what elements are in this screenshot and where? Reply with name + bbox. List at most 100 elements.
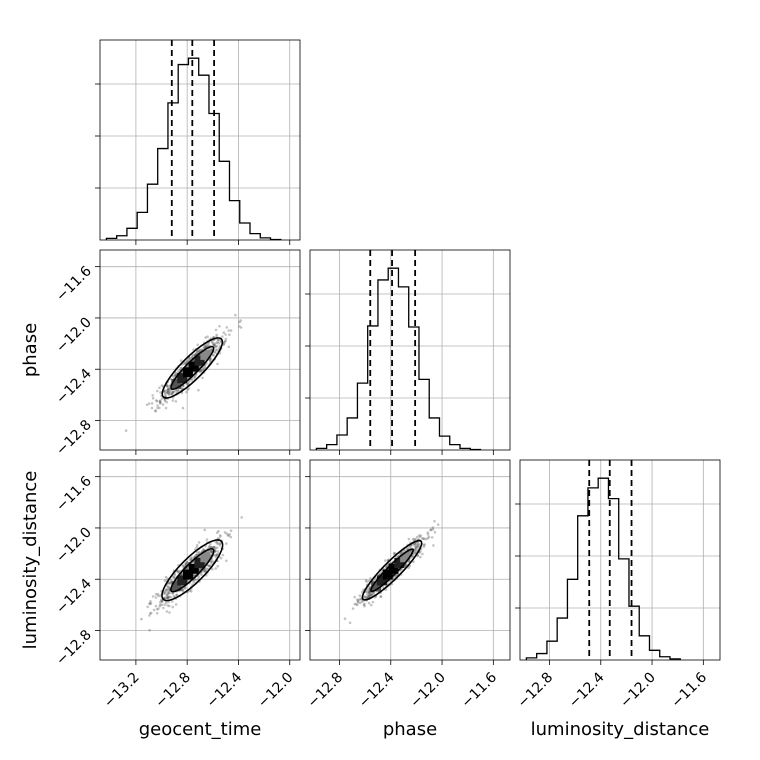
sample-point <box>356 603 359 607</box>
sample-point <box>210 551 213 554</box>
pair-panel-geocent_time-phase <box>99 249 301 451</box>
axes-frame <box>309 249 511 451</box>
sample-point <box>215 341 219 345</box>
sample-point <box>369 593 372 596</box>
sample-point <box>239 326 243 329</box>
contour-inner <box>170 548 215 593</box>
sample-point <box>414 548 418 551</box>
sample-point <box>215 554 218 557</box>
sample-point <box>354 603 358 606</box>
sample-point <box>209 542 212 546</box>
density-cell <box>200 349 211 360</box>
density-cell <box>194 558 205 569</box>
sample-point <box>413 552 417 555</box>
sample-point <box>212 545 215 549</box>
sample-point <box>166 389 170 392</box>
sample-point <box>204 568 207 571</box>
sample-point <box>187 382 190 385</box>
sample-point <box>163 589 167 593</box>
sample-point <box>212 343 216 347</box>
sample-point <box>201 376 204 380</box>
sample-point <box>228 333 231 337</box>
sample-point <box>154 409 157 412</box>
sample-point <box>145 403 149 407</box>
sample-point <box>172 594 176 598</box>
sample-point <box>423 537 426 541</box>
sample-point <box>182 362 186 366</box>
sample-point <box>165 584 169 588</box>
sample-point <box>158 400 162 403</box>
sample-point <box>216 362 219 366</box>
sample-point <box>215 553 218 557</box>
sample-point <box>370 593 374 597</box>
sample-point <box>218 543 222 547</box>
sample-point <box>154 409 157 413</box>
sample-point <box>167 390 171 394</box>
sample-point <box>204 344 207 348</box>
sample-point <box>225 542 228 545</box>
sample-point <box>149 600 152 603</box>
density-cell <box>376 575 387 586</box>
sample-point <box>214 567 218 570</box>
sample-point <box>368 595 371 598</box>
sample-point <box>198 370 201 374</box>
sample-point <box>367 594 371 597</box>
sample-point <box>227 345 231 349</box>
sample-point <box>407 537 411 541</box>
sample-point <box>211 341 214 344</box>
sample-point <box>213 342 217 346</box>
sample-point <box>372 592 376 596</box>
density-cell <box>388 563 399 574</box>
sample-point <box>210 348 213 352</box>
sample-point <box>212 343 215 347</box>
contour-outer <box>361 539 423 601</box>
sample-point <box>422 537 425 540</box>
sample-point <box>165 391 169 395</box>
sample-point <box>218 534 222 537</box>
sample-point <box>208 564 212 567</box>
sample-point <box>158 386 161 390</box>
sample-point <box>190 355 194 359</box>
contour-outer <box>161 337 224 399</box>
sample-point <box>164 591 167 595</box>
sample-point <box>227 329 230 332</box>
sample-point <box>384 588 388 592</box>
sample-point <box>362 595 366 599</box>
sample-point <box>158 603 162 606</box>
sample-point <box>430 536 434 539</box>
x-axis-label: luminosity_distance <box>531 719 710 740</box>
density-squares <box>171 552 211 592</box>
sample-point <box>182 564 185 567</box>
sample-point <box>171 399 175 402</box>
sample-point <box>365 595 368 599</box>
sample-point <box>417 544 420 547</box>
sample-point <box>415 544 419 547</box>
density-cell <box>171 378 182 389</box>
sample-point <box>167 586 171 589</box>
sample-point <box>194 578 198 582</box>
sample-point <box>365 593 369 596</box>
sample-point <box>363 602 366 606</box>
sample-point <box>168 604 171 608</box>
sample-point <box>363 604 366 608</box>
sample-point <box>156 389 159 393</box>
sample-point <box>217 341 221 345</box>
sample-point <box>156 404 159 407</box>
sample-point <box>171 592 175 595</box>
sample-point <box>201 368 205 372</box>
sample-point <box>186 382 189 386</box>
sample-point <box>418 535 422 539</box>
density-cell <box>177 575 188 586</box>
sample-point <box>210 348 213 351</box>
sample-point <box>147 402 151 405</box>
density-cell <box>394 558 405 569</box>
sample-point <box>197 575 201 578</box>
sample-point <box>184 562 188 566</box>
sample-point <box>177 570 181 574</box>
sample-point <box>222 341 226 345</box>
sample-point <box>160 600 164 604</box>
pair-panel-phase-luminosity_distance <box>309 459 511 661</box>
sample-point <box>158 605 162 608</box>
sample-point <box>167 387 170 391</box>
